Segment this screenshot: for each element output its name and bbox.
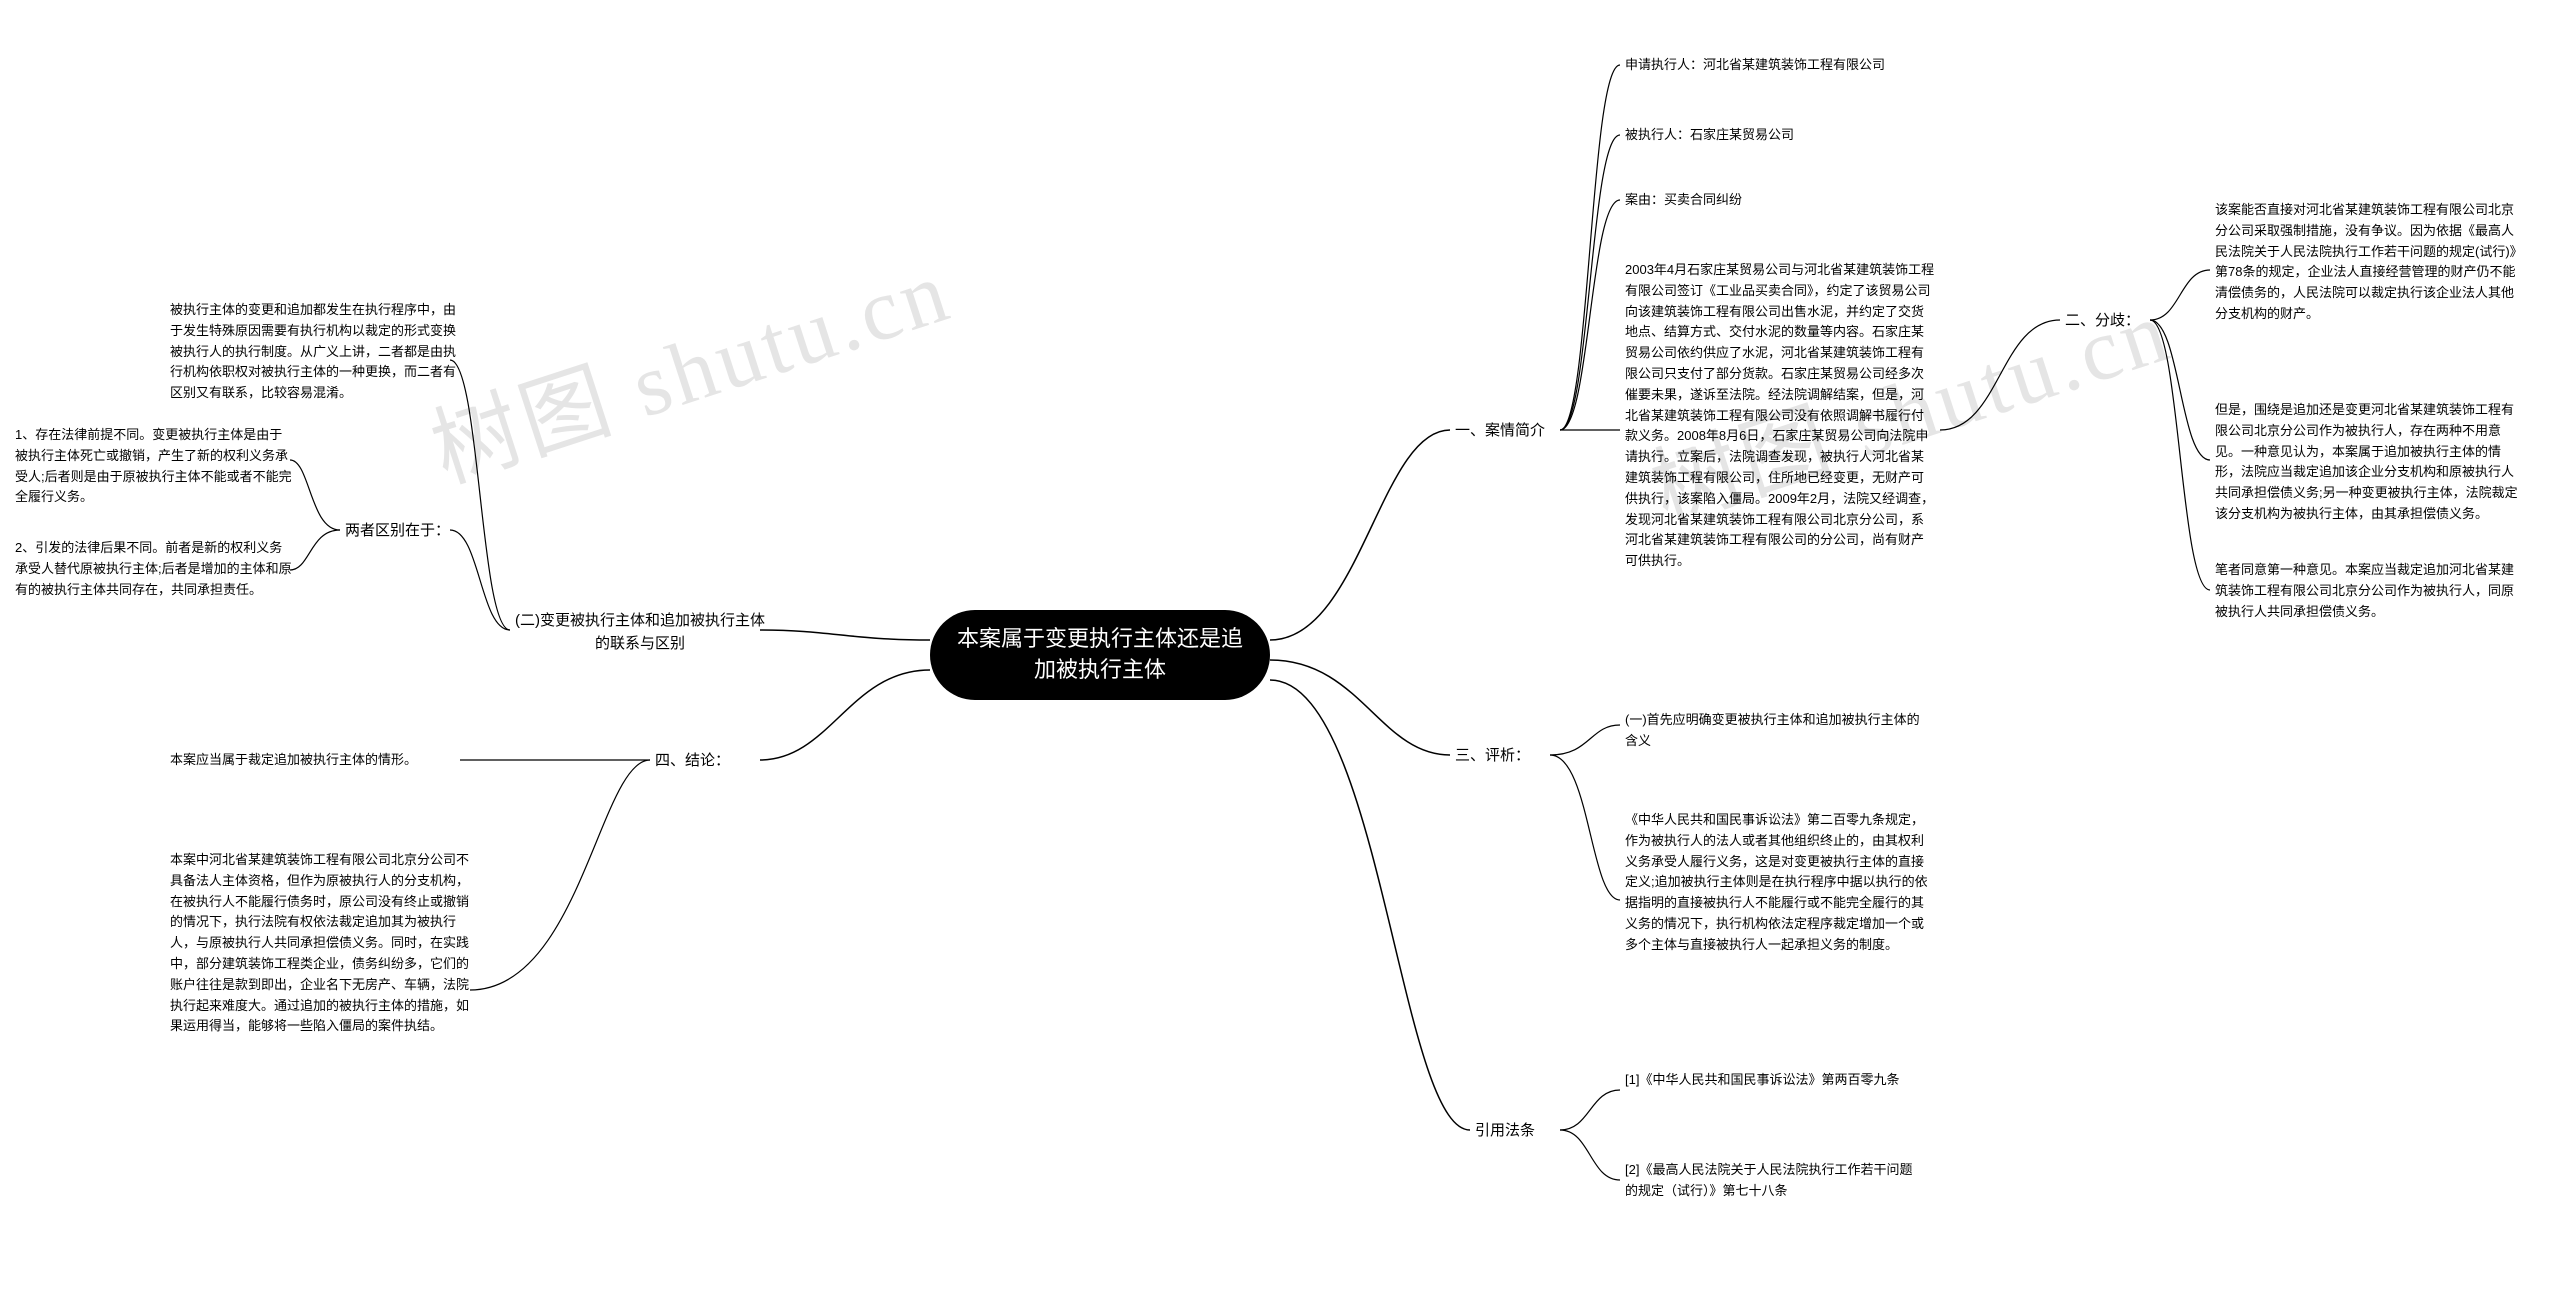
branch-analysis: 三、评析： — [1455, 745, 1530, 768]
leaf-l1a: 被执行主体的变更和追加都发生在执行程序中，由于发生特殊原因需要有执行机构以裁定的… — [170, 300, 460, 404]
branch-conclusion: 四、结论： — [655, 750, 730, 773]
branch-diff-label: 两者区别在于： — [345, 520, 450, 543]
branch-dispute: 二、分歧： — [2065, 310, 2140, 333]
leaf-executee: 被执行人：石家庄某贸易公司 — [1625, 125, 1794, 146]
leaf-case-detail: 2003年4月石家庄某贸易公司与河北省某建筑装饰工程有限公司签订《工业品买卖合同… — [1625, 260, 1935, 572]
leaf-applicant: 申请执行人：河北省某建筑装饰工程有限公司 — [1625, 55, 1885, 76]
branch-relation-diff: (二)变更被执行主体和追加被执行主体的联系与区别 — [515, 610, 765, 655]
leaf-analysis-a: (一)首先应明确变更被执行主体和追加被执行主体的含义 — [1625, 710, 1925, 752]
branch-cited-law: 引用法条 — [1475, 1120, 1535, 1143]
leaf-l2b: 本案中河北省某建筑装饰工程有限公司北京分公司不具备法人主体资格，但作为原被执行人… — [170, 850, 470, 1037]
leaf-l1b1: 1、存在法律前提不同。变更被执行主体是由于被执行主体死亡或撤销，产生了新的权利义… — [15, 425, 295, 508]
watermark: 树图 shutu.cn — [414, 220, 965, 507]
leaf-cause: 案由：买卖合同纠纷 — [1625, 190, 1742, 211]
leaf-dispute-c: 笔者同意第一种意见。本案应当裁定追加河北省某建筑装饰工程有限公司北京分公司作为被… — [2215, 560, 2525, 622]
leaf-law-a: [1]《中华人民共和国民事诉讼法》第两百零九条 — [1625, 1070, 1899, 1091]
root-node: 本案属于变更执行主体还是追加被执行主体 — [930, 610, 1270, 700]
leaf-dispute-b: 但是，围绕是追加还是变更河北省某建筑装饰工程有限公司北京分公司作为被执行人，存在… — [2215, 400, 2525, 525]
mindmap-canvas: 树图 shutu.cn 树图 shutu.cn — [0, 0, 2560, 1311]
branch-case-intro: 一、案情简介 — [1455, 420, 1545, 443]
root-title: 本案属于变更执行主体还是追加被执行主体 — [950, 624, 1250, 686]
leaf-l1b2: 2、引发的法律后果不同。前者是新的权利义务承受人替代原被执行主体;后者是增加的主… — [15, 538, 295, 600]
leaf-law-b: [2]《最高人民法院关于人民法院执行工作若干问题的规定（试行）》第七十八条 — [1625, 1160, 1925, 1202]
leaf-l2a: 本案应当属于裁定追加被执行主体的情形。 — [170, 750, 417, 771]
edge-layer — [0, 0, 2560, 1311]
leaf-dispute-a: 该案能否直接对河北省某建筑装饰工程有限公司北京分公司采取强制措施，没有争议。因为… — [2215, 200, 2525, 325]
leaf-analysis-b: 《中华人民共和国民事诉讼法》第二百零九条规定，作为被执行人的法人或者其他组织终止… — [1625, 810, 1935, 956]
